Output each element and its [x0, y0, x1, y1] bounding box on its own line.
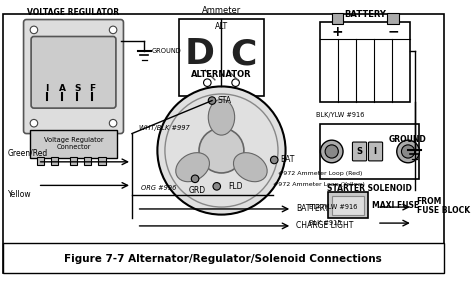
Text: GROUND: GROUND	[388, 135, 426, 144]
Text: ALTERNATOR: ALTERNATOR	[191, 70, 252, 79]
Text: Green/Red: Green/Red	[8, 148, 48, 157]
Bar	[332, 13, 343, 24]
Text: Voltage Regulator
Connector: Voltage Regulator Connector	[44, 137, 103, 150]
Text: I: I	[374, 147, 376, 156]
Text: Figure 7-7 Alternator/Regulator/Solenoid Connections: Figure 7-7 Alternator/Regulator/Solenoid…	[64, 254, 382, 264]
Circle shape	[203, 79, 211, 87]
Circle shape	[320, 140, 343, 163]
Circle shape	[232, 79, 239, 87]
Circle shape	[325, 145, 338, 158]
Circle shape	[30, 119, 38, 127]
Text: BAT: BAT	[280, 155, 294, 164]
Ellipse shape	[234, 153, 267, 182]
Bar	[37, 157, 44, 165]
Text: CHARGE LIGHT: CHARGE LIGHT	[296, 221, 353, 230]
Text: #972 Ammeter Loop (Red): #972 Ammeter Loop (Red)	[278, 171, 363, 176]
Circle shape	[109, 119, 117, 127]
Text: C: C	[230, 37, 256, 71]
Circle shape	[208, 97, 216, 104]
Text: Yellow: Yellow	[8, 190, 31, 199]
Circle shape	[213, 183, 220, 190]
Text: BLK/YLW #916: BLK/YLW #916	[316, 112, 364, 119]
Text: −: −	[387, 25, 399, 39]
Text: STARTER SOLENOID: STARTER SOLENOID	[328, 184, 412, 193]
Text: FUSE BLOCK: FUSE BLOCK	[417, 206, 470, 215]
Bar	[320, 124, 419, 179]
Circle shape	[397, 140, 419, 163]
Text: S: S	[356, 147, 362, 156]
Text: I: I	[46, 84, 49, 93]
Bar	[3, 243, 444, 273]
Text: FLD: FLD	[228, 182, 243, 191]
Text: A: A	[59, 84, 66, 93]
Circle shape	[157, 87, 285, 215]
Circle shape	[165, 94, 278, 207]
FancyBboxPatch shape	[30, 130, 117, 158]
Circle shape	[271, 156, 278, 164]
Text: STA: STA	[218, 96, 232, 105]
Circle shape	[191, 175, 199, 183]
Bar	[387, 13, 399, 24]
Text: ORG #996: ORG #996	[141, 185, 177, 191]
Text: FROM: FROM	[417, 197, 442, 206]
Bar	[84, 157, 91, 165]
Bar	[332, 196, 364, 215]
Text: D: D	[185, 37, 215, 71]
Text: BATTERY: BATTERY	[296, 205, 329, 214]
FancyBboxPatch shape	[353, 142, 366, 161]
Circle shape	[401, 145, 415, 158]
FancyBboxPatch shape	[368, 142, 383, 161]
Ellipse shape	[176, 153, 210, 182]
Text: S: S	[74, 84, 81, 93]
Bar	[328, 192, 367, 218]
FancyBboxPatch shape	[31, 37, 116, 108]
Circle shape	[109, 26, 117, 34]
Bar	[51, 157, 58, 165]
Text: BATTERY: BATTERY	[344, 10, 386, 19]
Text: WHT/BLK #997: WHT/BLK #997	[139, 125, 190, 131]
Bar	[70, 157, 77, 165]
Text: +: +	[332, 25, 343, 39]
Text: VOLTAGE REGULATOR: VOLTAGE REGULATOR	[27, 8, 119, 17]
Circle shape	[30, 26, 38, 34]
Bar	[320, 22, 410, 103]
Text: ALT: ALT	[215, 22, 228, 31]
Text: MAXI FUSE: MAXI FUSE	[372, 201, 419, 210]
Text: #972 Ammeter Loop (Yellow): #972 Ammeter Loop (Yellow)	[273, 182, 365, 187]
Text: BLK #915: BLK #915	[309, 220, 342, 226]
Circle shape	[199, 128, 244, 173]
Bar	[98, 157, 106, 165]
Text: Ammeter: Ammeter	[202, 6, 241, 15]
Ellipse shape	[208, 99, 235, 135]
Text: GRD: GRD	[188, 186, 206, 195]
Text: GROUND: GROUND	[152, 48, 182, 54]
Text: F: F	[89, 84, 95, 93]
Text: BLK/YLW #916: BLK/YLW #916	[309, 204, 357, 210]
FancyBboxPatch shape	[24, 20, 123, 133]
Bar	[179, 19, 264, 96]
